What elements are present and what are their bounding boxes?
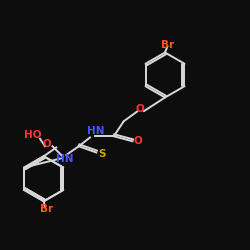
Text: HO: HO [24, 130, 41, 140]
Text: HN: HN [56, 154, 74, 164]
Text: S: S [98, 149, 106, 159]
Text: O: O [136, 104, 144, 114]
Text: Br: Br [161, 40, 174, 50]
Text: HN: HN [88, 126, 105, 136]
Text: O: O [42, 139, 51, 149]
Text: O: O [133, 136, 142, 146]
Text: Br: Br [40, 204, 53, 214]
